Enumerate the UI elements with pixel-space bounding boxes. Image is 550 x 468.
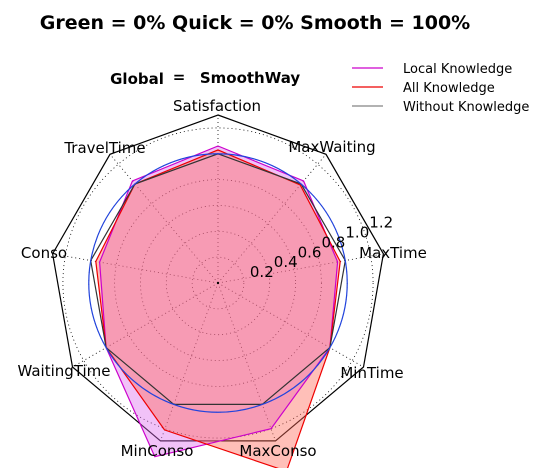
radial-tick-label: 0.6	[298, 243, 322, 261]
axis-labels: Satisfaction MaxWaiting MaxTime MinTime MaxC…	[17, 97, 426, 460]
grid-ring	[165, 230, 271, 336]
radial-tick-labels: 0.20.40.60.81.01.2	[250, 214, 393, 281]
radial-tick-label: 0.8	[322, 233, 346, 251]
series-line-without-knowledge	[90, 153, 346, 405]
grid-spoke	[217, 253, 384, 284]
radar-series	[88, 145, 348, 468]
chart-subtitle-value: SmoothWay	[200, 69, 301, 87]
series-line-all-knowledge	[95, 149, 341, 468]
grid-spoke	[160, 282, 219, 442]
grid-spoke	[217, 282, 276, 442]
axis-label-mintime: MinTime	[340, 364, 403, 382]
grid-spoke	[72, 282, 219, 368]
chart-subtitle-label: Global	[110, 70, 164, 88]
legend-label-local-knowledge: Local Knowledge	[403, 62, 512, 77]
chart-title: Green = 0% Quick = 0% Smooth = 100%	[40, 12, 470, 34]
series-area-local-knowledge	[99, 146, 338, 457]
radial-tick-label: 1.0	[345, 224, 369, 242]
axis-label-traveltime: TravelTime	[63, 139, 145, 157]
grid-ring	[191, 256, 245, 310]
series-area-all-knowledge	[95, 149, 341, 468]
grid-spoke	[217, 154, 327, 284]
grid-spoke	[217, 282, 364, 368]
center-point	[216, 281, 220, 285]
axis-label-satisfaction: Satisfaction	[173, 97, 261, 115]
grid-spoke	[109, 154, 219, 284]
grid-ring	[140, 205, 296, 361]
legend-label-without-knowledge: Without Knowledge	[403, 100, 529, 115]
radial-tick-label: 1.2	[369, 214, 393, 232]
axis-label-maxconso: MaxConso	[239, 442, 316, 460]
axis-label-maxtime: MaxTime	[359, 244, 427, 262]
radial-tick-label: 0.4	[274, 253, 298, 271]
grid-ring	[114, 179, 322, 387]
reference-circle	[88, 153, 348, 413]
legend-label-all-knowledge: All Knowledge	[403, 81, 495, 96]
radial-tick-label: 0.2	[250, 263, 274, 281]
chart-subtitle-equals: =	[173, 68, 186, 86]
axis-label-conso: Conso	[21, 244, 67, 262]
grid-ring	[62, 127, 374, 439]
axis-label-minconso: MinConso	[121, 442, 194, 460]
axis-label-maxwaiting: MaxWaiting	[288, 138, 375, 156]
chart-legend: Local Knowledge All Knowledge Without Kn…	[352, 62, 529, 115]
axis-label-waitingtime: WaitingTime	[17, 362, 110, 380]
grid-spoke	[52, 253, 219, 284]
